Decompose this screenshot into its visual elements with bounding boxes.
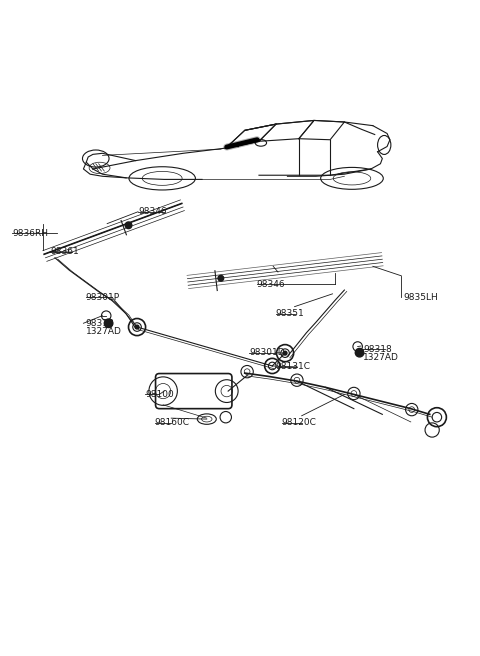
FancyBboxPatch shape [156, 373, 232, 409]
Circle shape [104, 319, 113, 327]
Text: 98100: 98100 [145, 390, 174, 399]
Circle shape [218, 276, 224, 281]
Circle shape [283, 351, 287, 355]
Text: 98120C: 98120C [282, 419, 317, 428]
Circle shape [125, 222, 132, 228]
Text: 1327AD: 1327AD [86, 327, 122, 336]
Text: 98351: 98351 [276, 309, 304, 318]
Text: 98318: 98318 [363, 345, 392, 354]
Text: 1327AD: 1327AD [363, 353, 399, 362]
Text: 98301P: 98301P [86, 293, 120, 302]
Text: 98361: 98361 [50, 247, 79, 256]
Text: 98318: 98318 [86, 319, 115, 328]
Circle shape [135, 325, 139, 329]
Circle shape [355, 348, 364, 357]
Text: 9835LH: 9835LH [404, 293, 438, 302]
Text: 98346: 98346 [138, 207, 167, 216]
Text: 98346: 98346 [257, 280, 285, 289]
Text: 9836RH: 9836RH [12, 228, 48, 237]
Text: 98301D: 98301D [250, 348, 285, 357]
Text: 98160C: 98160C [155, 419, 190, 428]
Text: 98131C: 98131C [276, 362, 311, 371]
